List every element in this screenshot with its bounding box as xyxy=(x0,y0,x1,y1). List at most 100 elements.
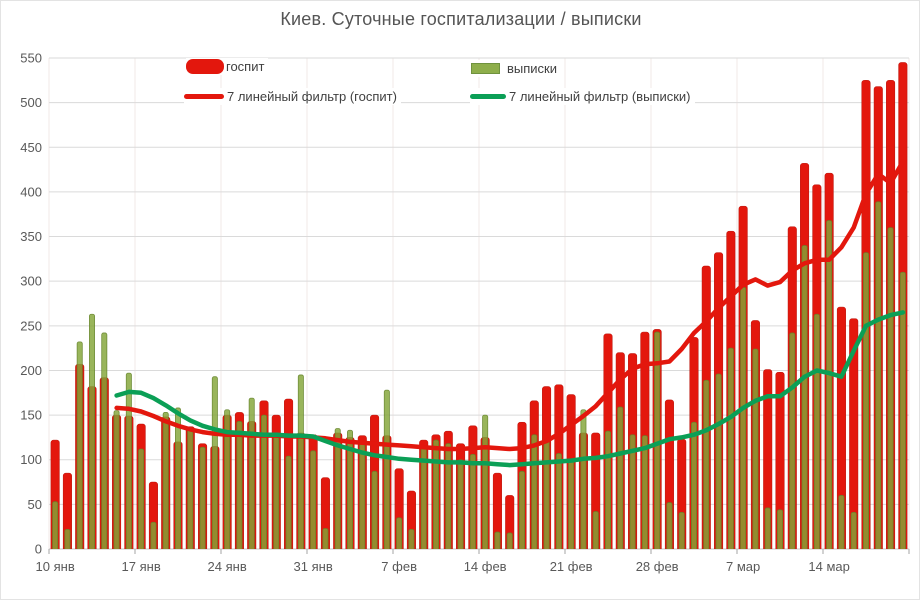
grid-vertical xyxy=(48,58,910,549)
bar-vypiski xyxy=(125,372,132,549)
y-axis-tick-label: 0 xyxy=(35,542,42,557)
x-axis-tick-label: 24 янв xyxy=(208,559,247,574)
bar-vypiski xyxy=(899,271,906,549)
bar-vypiski xyxy=(531,434,538,549)
bar-vypiski xyxy=(715,373,722,549)
legend-swatch-vypiski-bar xyxy=(471,63,500,74)
bar-vypiski xyxy=(641,435,648,549)
bar-gospit xyxy=(763,369,773,549)
bar-vypiski xyxy=(199,446,206,549)
x-axis-tick-label: 7 фев xyxy=(381,559,417,574)
y-axis-tick-label: 500 xyxy=(20,95,42,110)
x-axis-tick-label: 14 мар xyxy=(808,559,849,574)
bar-vypiski xyxy=(285,455,292,549)
bar-vypiski xyxy=(445,443,452,549)
legend-swatch-gospit-bar xyxy=(186,59,224,74)
legend-swatch-gospit-line xyxy=(184,94,224,99)
x-axis-tick-label: 21 фев xyxy=(550,559,593,574)
legend-swatch-vypiski-line xyxy=(470,94,506,99)
bar-gospit xyxy=(849,318,859,549)
bar-vypiski xyxy=(175,407,181,549)
bar-vypiski xyxy=(691,421,697,549)
legend-label-vypiski-line: 7 линейный фильтр (выписки) xyxy=(509,89,691,104)
bar-vypiski xyxy=(113,410,120,549)
y-axis-tick-label: 300 xyxy=(20,274,42,289)
legend-label-vypiski-bar: выписки xyxy=(507,61,558,76)
y-axis-tick-label: 450 xyxy=(20,140,42,155)
bar-vypiski xyxy=(887,227,894,549)
x-axis-tick-label: 14 фев xyxy=(464,559,507,574)
bar-vypiski xyxy=(224,409,231,549)
x-axis-tick-label: 31 янв xyxy=(294,559,333,574)
bar-vypiski xyxy=(580,409,587,549)
bar-vypiski xyxy=(187,427,194,549)
y-axis-tick-label: 200 xyxy=(20,363,42,378)
y-axis-tick-label: 400 xyxy=(20,184,42,199)
bar-vypiski xyxy=(162,412,169,549)
bar-vypiski xyxy=(89,313,95,549)
bar-vypiski xyxy=(236,420,243,549)
x-axis-tick-label: 17 янв xyxy=(122,559,161,574)
bar-gospit xyxy=(775,371,785,549)
bar-vypiski xyxy=(740,287,747,549)
y-axis-labels: 0 50 100 150 200 250 300 350 400 450 500 550 xyxy=(20,51,42,557)
filter-line-vypiski xyxy=(114,310,906,468)
bar-vypiski xyxy=(101,332,108,549)
legend-item-gospit-bar: госпит xyxy=(186,58,269,75)
bar-vypiski xyxy=(875,201,882,549)
bar-vypiski xyxy=(543,440,550,549)
bar-vypiski xyxy=(297,374,304,549)
bar-vypiski xyxy=(813,313,820,549)
bar-vypiski xyxy=(347,429,353,549)
legend-item-vypiski-line: 7 линейный фильтр (выписки) xyxy=(470,88,695,105)
filter-line-gospit xyxy=(114,159,906,452)
bar-vypiski xyxy=(138,448,145,549)
bar-vypiski xyxy=(666,502,673,549)
legend-item-gospit-line: 7 линейный фильтр (госпит) xyxy=(184,88,401,105)
bar-vypiski xyxy=(211,376,218,549)
bar-vypiski xyxy=(592,511,599,549)
bar-vypiski xyxy=(519,470,525,549)
y-axis-tick-label: 50 xyxy=(28,497,42,512)
bar-vypiski xyxy=(506,532,513,549)
bar-vypiski xyxy=(457,459,464,549)
bar-vypiski xyxy=(76,341,83,549)
bar-vypiski xyxy=(555,453,562,549)
bar-vypiski xyxy=(605,430,611,549)
bar-vypiski xyxy=(248,397,255,549)
bar-vypiski xyxy=(396,517,403,549)
y-axis-tick-label: 150 xyxy=(20,408,42,423)
bar-vypiski xyxy=(789,332,796,549)
bar-vypiski xyxy=(64,528,71,549)
bar-vypiski xyxy=(469,453,476,549)
bar-vypiski xyxy=(482,414,489,549)
x-axis-tick-label: 10 янв xyxy=(36,559,75,574)
bar-vypiski xyxy=(52,501,59,549)
bar-vypiski xyxy=(629,434,636,549)
y-axis-tick-label: 350 xyxy=(20,229,42,244)
chart-title: Киев. Суточные госпитализации / выписки xyxy=(280,9,642,29)
bar-vypiski xyxy=(334,428,341,549)
legend-label-gospit-bar: госпит xyxy=(226,59,265,74)
x-axis-tick-label: 28 фев xyxy=(636,559,679,574)
bar-vypiski xyxy=(752,348,759,549)
bar-vypiski xyxy=(359,443,366,549)
bar-vypiski xyxy=(838,495,845,549)
legend-item-vypiski-bar: выписки xyxy=(471,60,562,77)
bar-gospit xyxy=(492,472,502,549)
bar-vypiski xyxy=(261,414,267,549)
y-axis-tick-label: 550 xyxy=(20,51,42,66)
bar-vypiski xyxy=(826,220,833,549)
bar-vypiski xyxy=(801,245,808,549)
bar-vypiski xyxy=(408,528,415,549)
bar-vypiski xyxy=(371,470,378,549)
bar-vypiski xyxy=(433,439,439,549)
bar-vypiski xyxy=(273,432,280,549)
bar-vypiski xyxy=(310,450,317,549)
bar-vypiski xyxy=(678,511,685,549)
bar-vypiski xyxy=(322,528,329,549)
x-axis-labels: 10 янв 17 янв 24 янв 31 янв 7 фев 14 фев 21 фе… xyxy=(36,559,850,574)
legend-label-gospit-line: 7 линейный фильтр (госпит) xyxy=(227,89,397,104)
